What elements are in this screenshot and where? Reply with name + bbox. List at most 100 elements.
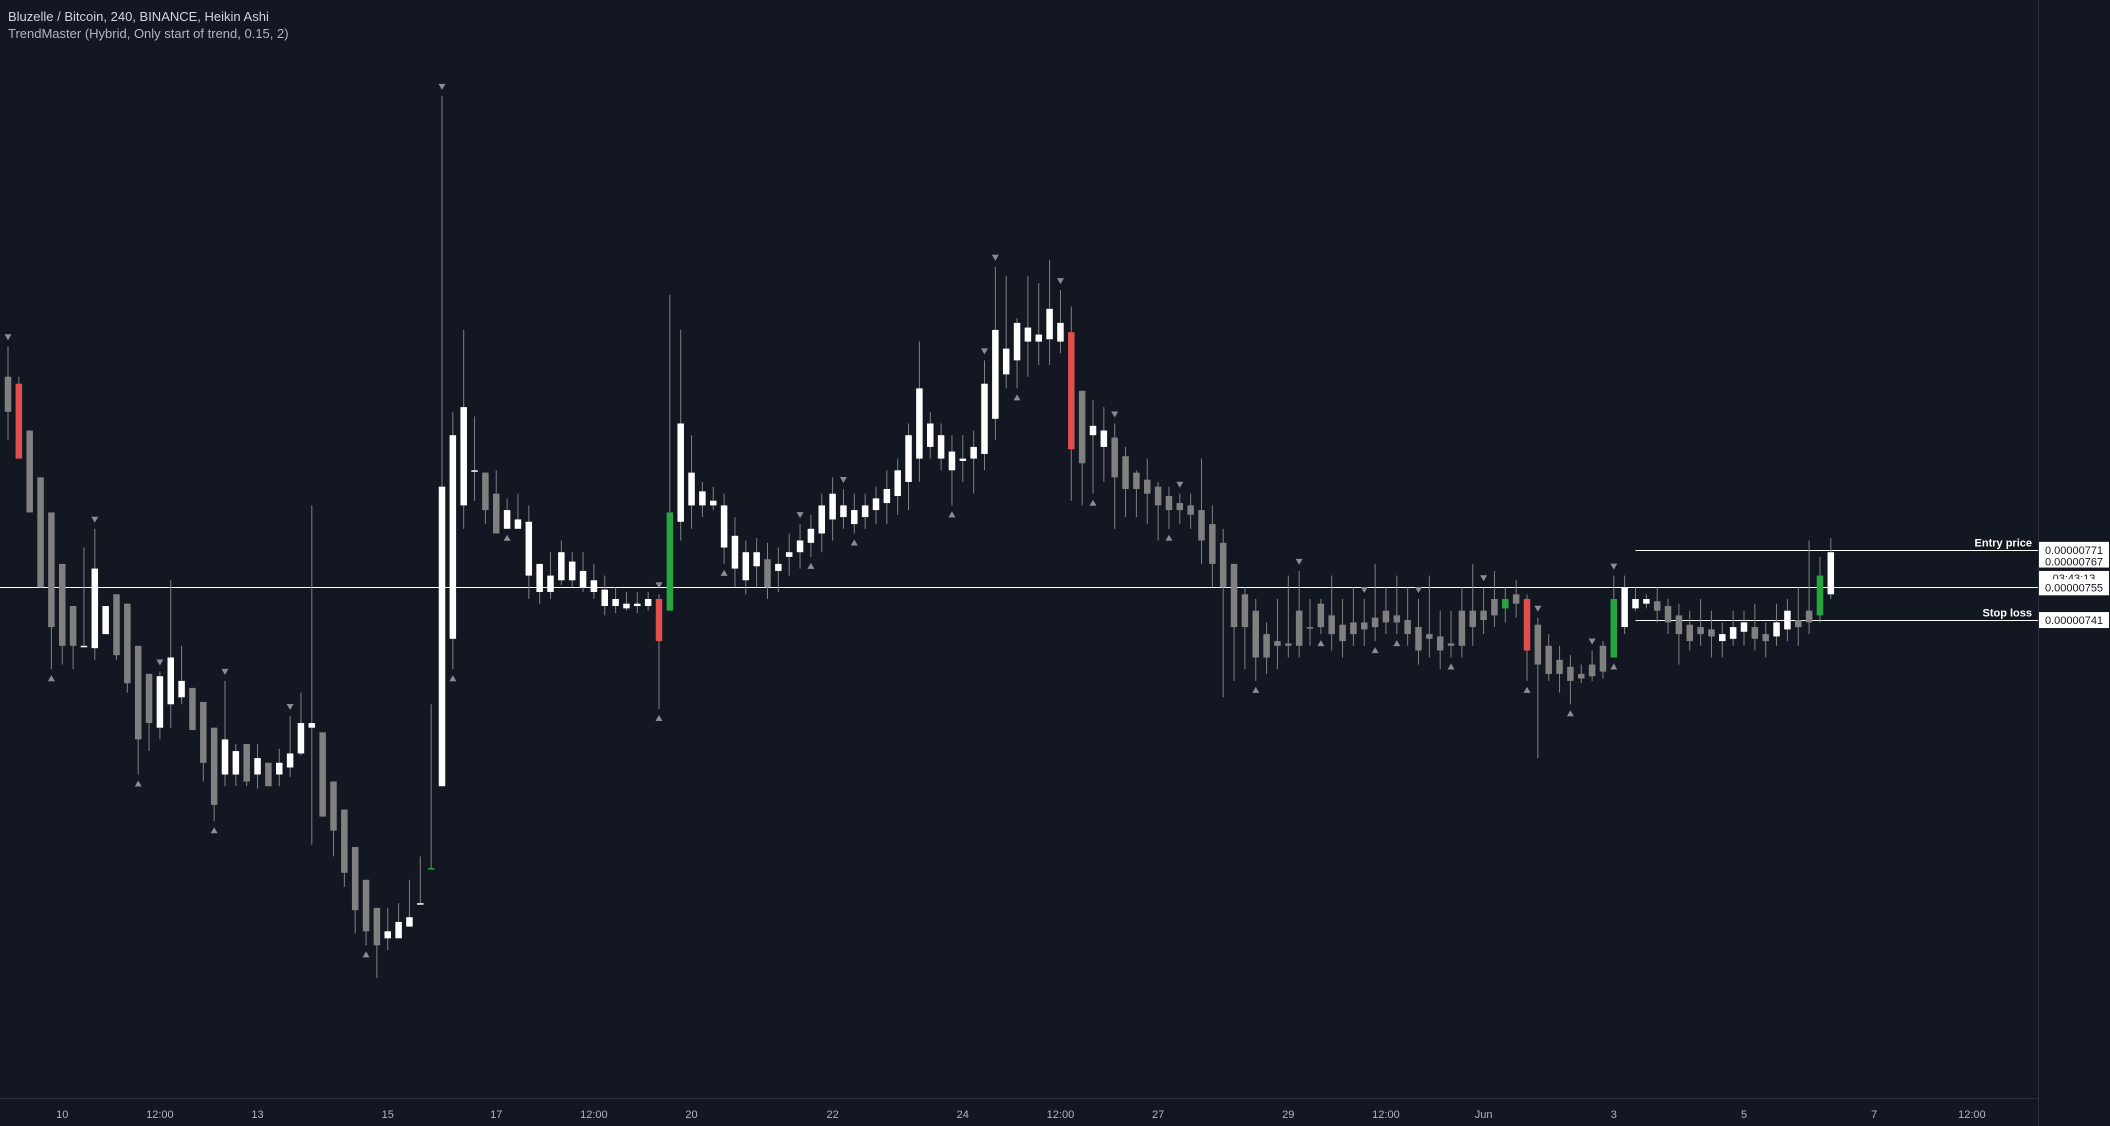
- candle-body: [601, 589, 608, 607]
- candle-body: [254, 758, 261, 775]
- candle-body: [1805, 610, 1813, 623]
- x-tick-label: 13: [251, 1109, 263, 1121]
- candle: [1306, 599, 1314, 646]
- sell-marker: [1111, 411, 1119, 418]
- candle-body: [308, 723, 316, 728]
- candle-body: [959, 458, 967, 461]
- candle: [1263, 622, 1270, 674]
- candle: [1274, 599, 1281, 670]
- candle-body: [156, 676, 164, 728]
- candle-body: [1447, 643, 1455, 646]
- candle-body: [48, 512, 55, 628]
- candle-body: [1578, 673, 1585, 679]
- candle-body: [1176, 503, 1184, 511]
- buy-marker: [1393, 640, 1401, 647]
- candle: [1404, 587, 1411, 646]
- candle: [1578, 664, 1585, 684]
- candle: [1827, 538, 1835, 599]
- x-tick-label: 22: [826, 1109, 838, 1121]
- candle: [1751, 603, 1759, 651]
- candle-body: [775, 563, 782, 571]
- candle-body: [1664, 606, 1672, 623]
- candle: [1545, 634, 1552, 681]
- candle: [15, 376, 23, 459]
- candle: [427, 704, 435, 870]
- candle-body: [1469, 610, 1476, 628]
- candle-body: [210, 727, 218, 805]
- candle-body: [1209, 524, 1216, 564]
- candle: [1610, 575, 1618, 658]
- candle: [666, 294, 674, 611]
- candle: [720, 493, 728, 564]
- buy-marker: [655, 714, 663, 721]
- candle: [1491, 570, 1498, 628]
- candle-body: [883, 489, 891, 504]
- candle: [883, 470, 891, 525]
- candle: [1176, 493, 1184, 525]
- candle-body: [460, 407, 467, 506]
- candle-body: [731, 535, 739, 569]
- candle-body: [916, 388, 923, 459]
- candle-body: [1285, 643, 1292, 646]
- candle: [308, 505, 316, 845]
- candle-body: [80, 645, 88, 648]
- candle-body: [514, 519, 522, 529]
- candle: [851, 493, 858, 534]
- candle: [1686, 610, 1693, 651]
- candle: [785, 533, 793, 576]
- candle-body: [1198, 510, 1205, 541]
- x-tick-label: 15: [382, 1109, 394, 1121]
- candle-body: [948, 451, 956, 471]
- candle-body: [427, 868, 435, 870]
- candle: [438, 95, 446, 787]
- candle-body: [1068, 332, 1075, 450]
- candle: [113, 594, 120, 660]
- candle: [1002, 276, 1010, 389]
- candle: [1285, 575, 1292, 658]
- candle-body: [688, 472, 695, 506]
- candle-body: [807, 528, 815, 543]
- candle-body: [221, 739, 229, 775]
- sell-marker: [156, 659, 164, 666]
- candle: [1447, 610, 1455, 658]
- candle: [471, 416, 478, 501]
- candle-body: [796, 540, 804, 553]
- line-label: Entry price: [1975, 538, 2032, 550]
- candle: [1144, 458, 1151, 525]
- candle-body: [1350, 622, 1357, 635]
- candle-body: [330, 781, 337, 831]
- sell-marker: [91, 516, 99, 523]
- candle-body: [1556, 659, 1563, 674]
- candle: [59, 563, 66, 665]
- candle: [210, 727, 218, 822]
- candle: [1154, 482, 1162, 541]
- candle: [221, 680, 229, 787]
- candle-body: [200, 701, 207, 763]
- candle: [1350, 587, 1357, 646]
- candle-body: [937, 435, 945, 459]
- candle-body: [1729, 627, 1737, 639]
- candle-body: [1426, 634, 1433, 639]
- candle: [1729, 610, 1737, 646]
- candle-body: [1719, 634, 1726, 642]
- candle: [1317, 599, 1325, 635]
- candle: [731, 517, 739, 588]
- buy-marker: [134, 780, 142, 787]
- candle: [395, 903, 402, 939]
- candle-body: [102, 606, 109, 635]
- candle-body: [1740, 622, 1748, 632]
- candle-body: [981, 383, 988, 454]
- candle: [525, 505, 533, 599]
- price-tag-label: 0.00000755: [2045, 582, 2103, 594]
- buy-marker: [362, 951, 370, 958]
- indicator-label[interactable]: TrendMaster (Hybrid, Only start of trend…: [8, 26, 289, 41]
- candle-body: [753, 552, 760, 567]
- candle-body: [699, 491, 706, 506]
- x-tick-label: 7: [1871, 1109, 1877, 1121]
- x-tick-label: 24: [957, 1109, 969, 1121]
- candle-body: [677, 423, 684, 522]
- candle: [1295, 570, 1303, 658]
- buy-marker: [503, 534, 511, 541]
- candle-body: [1274, 641, 1281, 646]
